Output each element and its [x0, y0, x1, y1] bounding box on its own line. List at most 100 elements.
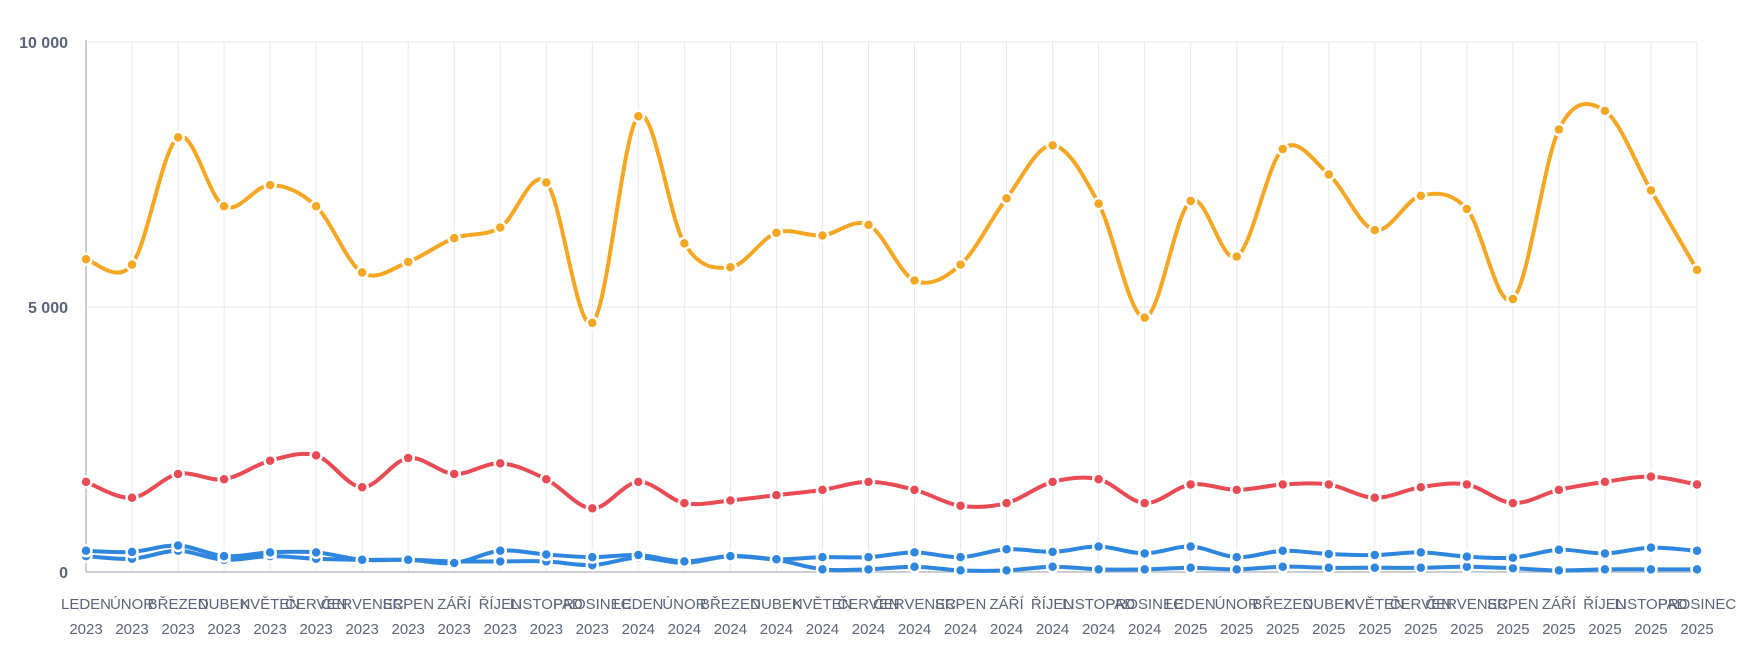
- data-point[interactable]: [79, 544, 93, 558]
- data-point[interactable]: [1045, 138, 1060, 153]
- data-point[interactable]: [723, 549, 738, 563]
- data-point[interactable]: [1137, 310, 1152, 325]
- data-point[interactable]: [585, 501, 600, 516]
- data-point[interactable]: [1690, 544, 1704, 558]
- data-point[interactable]: [1506, 496, 1520, 510]
- data-point[interactable]: [447, 467, 461, 481]
- data-point[interactable]: [815, 562, 830, 577]
- data-point[interactable]: [1322, 477, 1336, 492]
- data-point[interactable]: [953, 257, 968, 272]
- data-point[interactable]: [447, 556, 461, 570]
- data-point[interactable]: [999, 563, 1014, 578]
- data-point[interactable]: [1598, 475, 1612, 489]
- data-point[interactable]: [1045, 475, 1060, 489]
- data-point[interactable]: [171, 467, 185, 481]
- data-point[interactable]: [1506, 292, 1520, 306]
- data-point[interactable]: [907, 273, 922, 288]
- data-point[interactable]: [263, 453, 277, 468]
- data-point[interactable]: [539, 547, 554, 562]
- data-point[interactable]: [769, 488, 784, 502]
- data-point[interactable]: [723, 493, 738, 508]
- data-point[interactable]: [1414, 561, 1428, 575]
- data-point[interactable]: [815, 228, 830, 243]
- data-point[interactable]: [493, 456, 508, 471]
- data-point[interactable]: [723, 260, 738, 274]
- data-point[interactable]: [1183, 539, 1198, 554]
- data-point[interactable]: [125, 257, 139, 272]
- data-point[interactable]: [631, 475, 646, 489]
- data-point[interactable]: [401, 451, 415, 465]
- data-point[interactable]: [1460, 202, 1474, 216]
- data-point[interactable]: [953, 499, 968, 513]
- data-point[interactable]: [401, 255, 415, 269]
- data-point[interactable]: [1229, 483, 1244, 497]
- data-point[interactable]: [79, 475, 93, 489]
- data-point[interactable]: [1091, 562, 1106, 577]
- data-point[interactable]: [355, 480, 369, 494]
- data-point[interactable]: [1045, 559, 1060, 574]
- data-point[interactable]: [907, 545, 922, 560]
- data-point[interactable]: [217, 472, 231, 486]
- data-point[interactable]: [1598, 546, 1612, 561]
- data-point[interactable]: [1229, 562, 1244, 577]
- data-point[interactable]: [1229, 550, 1244, 564]
- data-point[interactable]: [1183, 194, 1198, 208]
- data-point[interactable]: [1137, 562, 1152, 577]
- data-point[interactable]: [1690, 263, 1704, 277]
- data-point[interactable]: [677, 236, 692, 251]
- data-point[interactable]: [1598, 104, 1612, 118]
- data-point[interactable]: [217, 549, 231, 563]
- data-point[interactable]: [815, 483, 830, 497]
- data-point[interactable]: [1460, 477, 1474, 492]
- data-point[interactable]: [171, 538, 185, 553]
- data-point[interactable]: [493, 544, 508, 558]
- data-point[interactable]: [1368, 561, 1382, 575]
- data-point[interactable]: [585, 550, 600, 564]
- data-point[interactable]: [125, 491, 139, 505]
- data-point[interactable]: [125, 545, 139, 559]
- data-point[interactable]: [539, 472, 554, 486]
- data-point[interactable]: [401, 553, 415, 567]
- data-point[interactable]: [1091, 539, 1106, 554]
- data-point[interactable]: [309, 199, 323, 214]
- data-point[interactable]: [1183, 477, 1198, 492]
- data-point[interactable]: [1322, 561, 1336, 575]
- data-point[interactable]: [1275, 142, 1290, 156]
- data-point[interactable]: [585, 316, 600, 330]
- data-point[interactable]: [999, 496, 1014, 510]
- data-point[interactable]: [953, 550, 968, 564]
- data-point[interactable]: [1183, 561, 1198, 575]
- data-point[interactable]: [1506, 550, 1520, 565]
- data-point[interactable]: [861, 218, 876, 232]
- data-point[interactable]: [1229, 249, 1244, 264]
- data-point[interactable]: [1275, 559, 1290, 574]
- data-point[interactable]: [447, 231, 461, 245]
- data-point[interactable]: [999, 191, 1014, 206]
- data-point[interactable]: [1091, 196, 1106, 211]
- data-point[interactable]: [1275, 544, 1290, 558]
- data-point[interactable]: [631, 109, 646, 123]
- data-point[interactable]: [171, 130, 185, 145]
- data-point[interactable]: [493, 554, 508, 569]
- data-point[interactable]: [539, 175, 554, 190]
- data-point[interactable]: [769, 552, 784, 567]
- data-point[interactable]: [1414, 480, 1428, 494]
- data-point[interactable]: [1368, 491, 1382, 505]
- data-point[interactable]: [861, 562, 876, 577]
- data-point[interactable]: [1414, 545, 1428, 560]
- data-point[interactable]: [1322, 547, 1336, 561]
- data-point[interactable]: [1368, 548, 1382, 562]
- data-point[interactable]: [769, 226, 784, 240]
- data-point[interactable]: [1690, 562, 1704, 577]
- data-point[interactable]: [907, 559, 922, 574]
- data-point[interactable]: [309, 545, 323, 560]
- data-point[interactable]: [999, 542, 1014, 556]
- data-point[interactable]: [1552, 542, 1566, 557]
- data-point[interactable]: [677, 554, 692, 569]
- data-point[interactable]: [309, 448, 323, 463]
- data-point[interactable]: [1552, 122, 1566, 137]
- data-point[interactable]: [1644, 469, 1658, 484]
- data-point[interactable]: [217, 199, 231, 214]
- data-point[interactable]: [861, 475, 876, 489]
- data-point[interactable]: [493, 220, 508, 235]
